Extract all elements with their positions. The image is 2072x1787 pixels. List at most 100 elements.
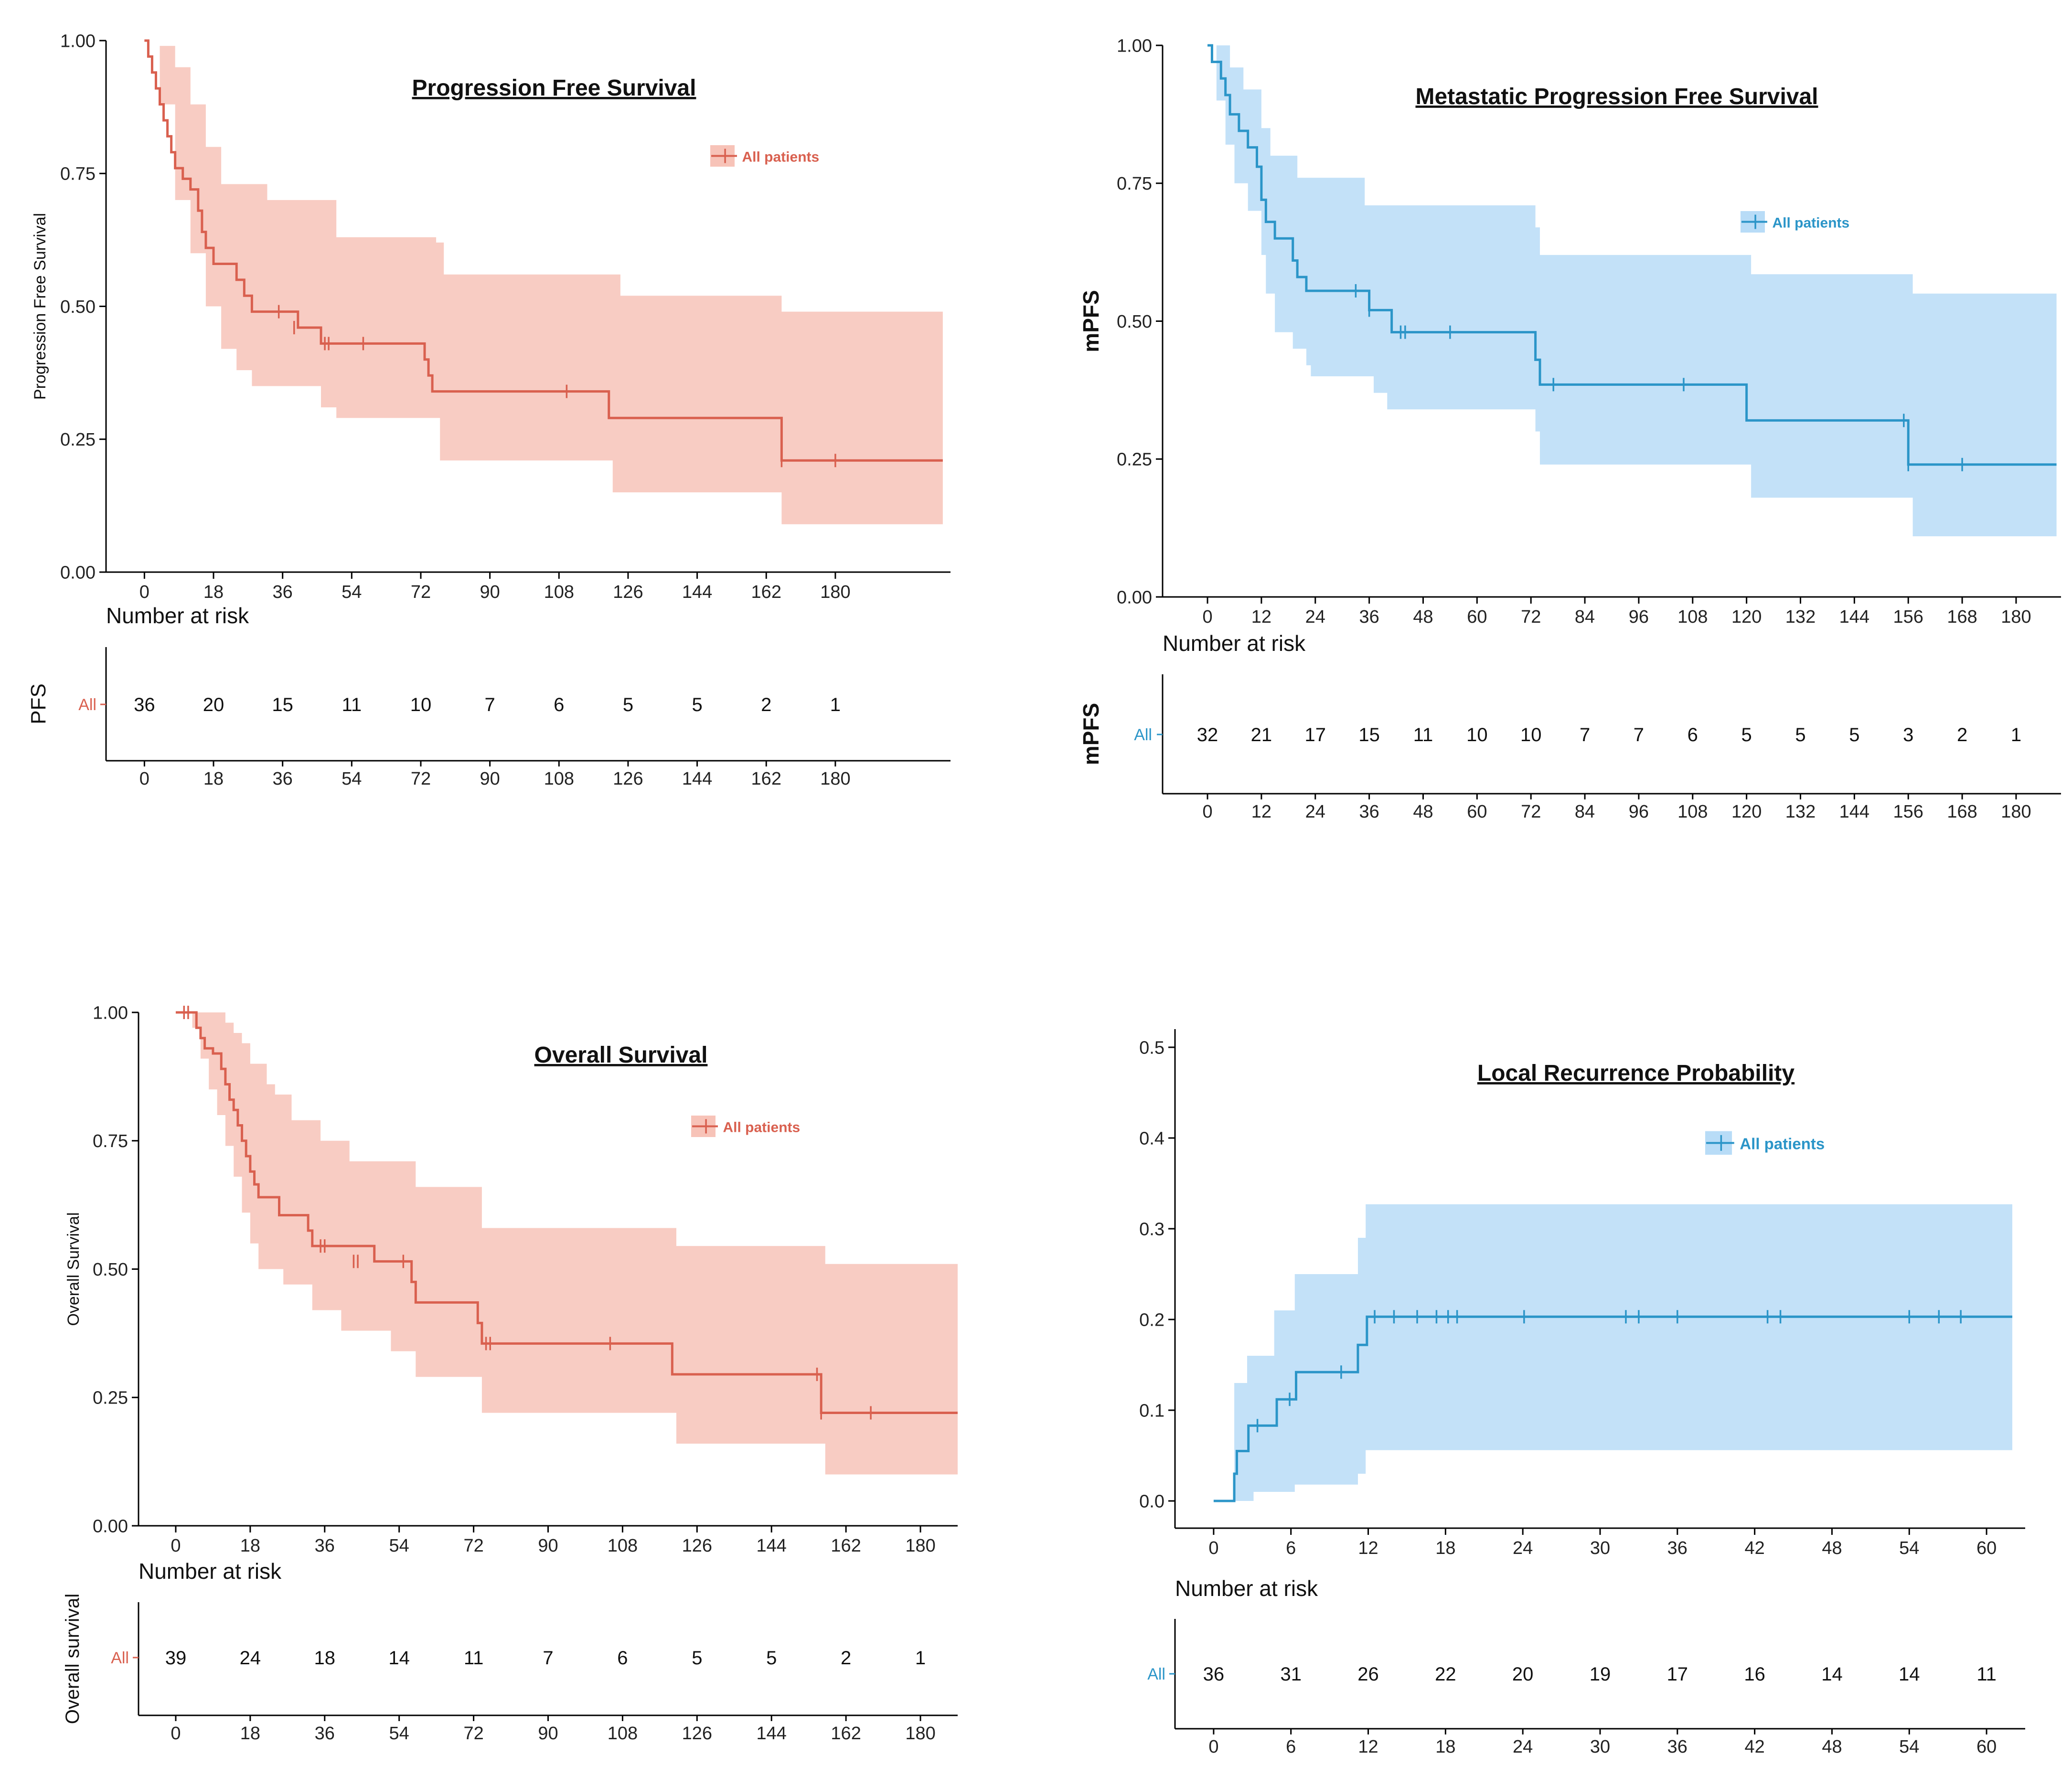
risk-count: 18 (314, 1648, 336, 1669)
risk-table-heading: Number at risk (1175, 1576, 1318, 1601)
chart-panel-2: 0.000.250.500.751.000 12 24 36 48 60 72 84 96 108… (1079, 36, 2061, 822)
x-tick-label: 72 (411, 582, 431, 602)
x-tick-label: 108 (608, 1536, 638, 1556)
risk-count: 20 (1512, 1664, 1534, 1685)
risk-count: 14 (1821, 1664, 1843, 1685)
risk-x-tick-label: 72 (463, 1723, 483, 1744)
risk-count: 26 (1357, 1664, 1379, 1685)
survival-curve (175, 1011, 958, 1414)
x-tick-label: 48 (1822, 1538, 1842, 1558)
chart-panel-4: 0.00.10.20.30.40.50 6 12 18 24 30 36 42 48 54 60Lo… (1139, 1029, 2025, 1757)
y-tick-label: 0.2 (1139, 1310, 1164, 1330)
x-tick-label: 108 (544, 582, 574, 602)
x-tick-label: 162 (751, 582, 781, 602)
risk-x-tick-label: 108 (1677, 802, 1708, 822)
risk-x-tick-label: 18 (1435, 1737, 1455, 1757)
chart-panel-1: 0.000.250.500.751.000 18 36 54 72 90 108 126 144… (27, 31, 951, 789)
y-tick-label: 0.75 (93, 1131, 128, 1151)
risk-x-tick-label: 180 (905, 1723, 935, 1744)
risk-count: 6 (617, 1648, 628, 1669)
y-axis-label: Overall Survival (64, 1212, 83, 1326)
y-tick-label: 0.25 (60, 430, 96, 450)
legend-label: All patients (723, 1120, 801, 1136)
x-tick-label: 72 (463, 1536, 483, 1556)
risk-count: 5 (692, 1648, 702, 1669)
confidence-band (176, 1012, 958, 1475)
risk-x-tick-label: 12 (1251, 802, 1271, 822)
risk-row-label: All (78, 696, 96, 714)
risk-count: 15 (272, 694, 293, 715)
risk-count: 36 (1203, 1664, 1225, 1685)
y-tick-label: 1.00 (93, 1003, 128, 1023)
x-tick-label: 18 (1435, 1538, 1455, 1558)
risk-count: 1 (915, 1648, 926, 1669)
y-tick-label: 0.50 (93, 1260, 128, 1280)
y-tick-label: 0.00 (1117, 587, 1152, 607)
risk-count: 5 (623, 694, 633, 715)
x-tick-label: 0 (1202, 607, 1212, 627)
risk-x-tick-label: 18 (203, 769, 224, 789)
risk-x-tick-label: 60 (1976, 1737, 1997, 1757)
x-tick-label: 180 (820, 582, 850, 602)
y-tick-label: 0.5 (1139, 1038, 1164, 1058)
x-tick-label: 0 (139, 582, 150, 602)
risk-x-tick-label: 120 (1731, 802, 1762, 822)
risk-count: 2 (841, 1648, 851, 1669)
risk-x-tick-label: 180 (820, 769, 850, 789)
risk-count: 3 (1903, 724, 1913, 745)
risk-count: 5 (1849, 724, 1859, 745)
risk-count: 11 (1413, 724, 1433, 745)
x-tick-label: 162 (831, 1536, 861, 1556)
risk-x-tick-label: 126 (682, 1723, 712, 1744)
x-tick-label: 18 (240, 1536, 260, 1556)
risk-count: 1 (2011, 724, 2021, 745)
y-tick-label: 1.00 (1117, 36, 1152, 56)
risk-count: 7 (485, 694, 495, 715)
risk-count: 7 (1634, 724, 1644, 745)
risk-count: 17 (1305, 724, 1326, 745)
y-tick-label: 0.50 (60, 297, 96, 317)
x-tick-label: 36 (1667, 1538, 1688, 1558)
x-tick-label: 90 (538, 1536, 558, 1556)
y-tick-label: 0.75 (1117, 174, 1152, 194)
risk-row-label: All (111, 1649, 129, 1667)
risk-count: 32 (1197, 724, 1218, 745)
x-tick-label: 126 (682, 1536, 712, 1556)
y-tick-label: 0.00 (93, 1516, 128, 1536)
risk-x-tick-label: 42 (1744, 1737, 1764, 1757)
risk-table-heading: Number at risk (106, 603, 249, 628)
x-tick-label: 180 (905, 1536, 935, 1556)
risk-count: 11 (342, 694, 362, 715)
x-tick-label: 90 (480, 582, 500, 602)
risk-x-tick-label: 24 (1305, 802, 1325, 822)
risk-count: 31 (1280, 1664, 1302, 1685)
y-tick-label: 0.1 (1139, 1401, 1164, 1421)
risk-x-tick-label: 0 (1208, 1737, 1218, 1757)
risk-count: 17 (1667, 1664, 1688, 1685)
risk-count: 11 (464, 1648, 484, 1669)
risk-x-tick-label: 54 (342, 769, 362, 789)
x-tick-label: 108 (1677, 607, 1708, 627)
risk-x-tick-label: 180 (2001, 802, 2031, 822)
risk-x-tick-label: 90 (538, 1723, 558, 1744)
survival-curve (144, 39, 943, 462)
risk-count: 5 (692, 694, 702, 715)
risk-count: 16 (1744, 1664, 1765, 1685)
risk-x-tick-label: 90 (480, 769, 500, 789)
x-tick-label: 60 (1976, 1538, 1997, 1558)
risk-x-tick-label: 156 (1893, 802, 1923, 822)
risk-count: 20 (203, 694, 224, 715)
x-tick-label: 144 (682, 582, 712, 602)
risk-x-tick-label: 96 (1629, 802, 1649, 822)
risk-x-tick-label: 60 (1467, 802, 1487, 822)
x-tick-label: 54 (1899, 1538, 1919, 1558)
risk-group-label: mPFS (1079, 703, 1103, 765)
x-tick-label: 120 (1731, 607, 1762, 627)
x-tick-label: 144 (757, 1536, 787, 1556)
risk-row-label: All (1134, 726, 1152, 744)
risk-x-tick-label: 48 (1822, 1737, 1842, 1757)
chart-title: Metastatic Progression Free Survival (1416, 84, 1818, 109)
risk-x-tick-label: 24 (1513, 1737, 1533, 1757)
y-tick-label: 0.3 (1139, 1219, 1164, 1239)
